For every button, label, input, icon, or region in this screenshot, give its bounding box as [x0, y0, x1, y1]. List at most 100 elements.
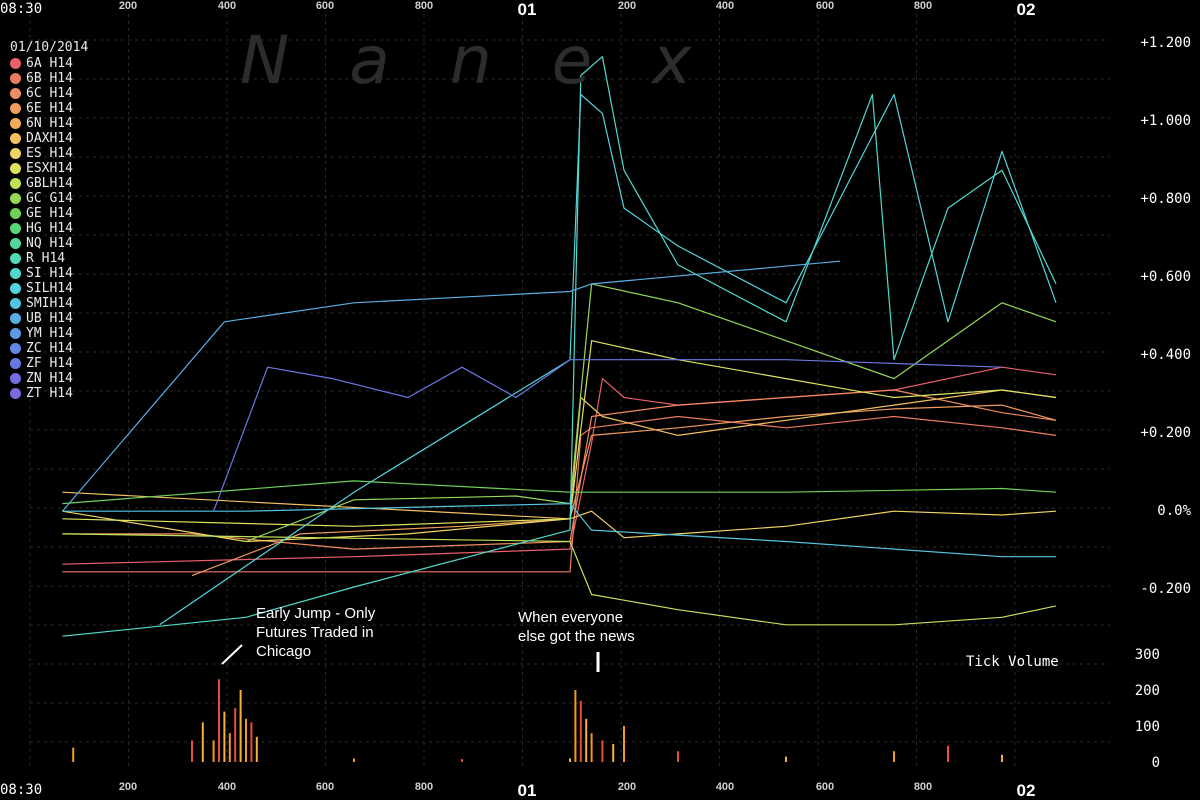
- legend-item: ESXH14: [10, 161, 88, 176]
- volume-tick-label: 200: [1135, 683, 1160, 699]
- series-line-ub-h14: [61, 260, 841, 512]
- legend-item: 6C H14: [10, 86, 88, 101]
- gridlines: [29, 14, 1110, 770]
- legend-label: UB H14: [26, 311, 73, 326]
- legend-item: 6E H14: [10, 101, 88, 116]
- legend-label: SMIH14: [26, 296, 73, 311]
- x-tick-label: 400: [716, 0, 734, 12]
- volume-bar: [623, 726, 625, 762]
- early-jump-line-2: Futures Traded in: [256, 624, 374, 641]
- y-tick-label: +0.800: [1140, 191, 1191, 207]
- early-jump-line-1: Early Jump - Only: [256, 605, 376, 622]
- series-line-6b-h14: [62, 415, 1057, 573]
- series-line-zf-h14: [213, 359, 1003, 512]
- legend-item: GE H14: [10, 206, 88, 221]
- volume-bar: [569, 758, 571, 762]
- volume-bar: [245, 718, 247, 762]
- legend-label: NQ H14: [26, 236, 73, 251]
- legend-item: SMIH14: [10, 296, 88, 311]
- volume-bar: [947, 745, 949, 762]
- series-line-esxh14: [62, 340, 1057, 527]
- legend-dot: [10, 313, 21, 324]
- legend-label: ZN H14: [26, 371, 73, 386]
- series-line-ge-h14: [62, 480, 1057, 505]
- legend-dot: [10, 118, 21, 129]
- volume-bar: [228, 733, 231, 762]
- legend-label: YM H14: [26, 326, 73, 341]
- volume-bar: [201, 722, 204, 762]
- series-line-6a-h14: [62, 366, 1057, 565]
- volume-bar: [574, 690, 577, 762]
- legend-label: HG H14: [26, 221, 73, 236]
- legend-dot: [10, 58, 21, 69]
- volume-bar: [612, 744, 615, 762]
- volume-bar: [585, 718, 588, 762]
- legend-label: 6C H14: [26, 86, 73, 101]
- legend-dot: [10, 238, 21, 249]
- news-line-1: When everyone: [518, 609, 624, 626]
- legend-item: 6B H14: [10, 71, 88, 86]
- legend-label: GBLH14: [26, 176, 73, 191]
- x-tick-label: 200: [119, 781, 137, 793]
- volume-tick-label: 0: [1152, 755, 1160, 771]
- legend-dot: [10, 178, 21, 189]
- legend-item: DAXH14: [10, 131, 88, 146]
- volume-bar: [223, 711, 226, 762]
- x-tick-label: 200: [119, 0, 137, 12]
- volume-bar: [785, 756, 787, 762]
- news-line-2: else got the news: [518, 628, 635, 645]
- legend-label: ESXH14: [26, 161, 73, 176]
- early-jump-annotation: Early Jump - Only Futures Traded in Chic…: [256, 604, 375, 661]
- x-tick-label: 01: [518, 781, 537, 800]
- x-tick-label: 200: [618, 781, 636, 793]
- legend-item: ZC H14: [10, 341, 88, 356]
- volume-bar: [234, 708, 237, 762]
- x-tick-label: 600: [816, 781, 834, 793]
- volume-tick-label: 100: [1135, 719, 1160, 735]
- legend-item: NQ H14: [10, 236, 88, 251]
- legend-dot: [10, 283, 21, 294]
- y-axis-price: +1.200 +1.000 +0.800 +0.600 +0.400 +0.200 0.0%…: [1140, 35, 1191, 597]
- y-tick-label: -0.200: [1140, 581, 1191, 597]
- y-tick-label: +1.000: [1140, 113, 1191, 129]
- legend-label: GE H14: [26, 206, 73, 221]
- legend-dot: [10, 268, 21, 279]
- volume-tick-label: 300: [1135, 647, 1160, 663]
- legend-item: 6A H14: [10, 56, 88, 71]
- volume-bar: [218, 679, 220, 762]
- legend-dot: [10, 328, 21, 339]
- legend-items: 6A H14 6B H14 6C H14 6E H14 6N H14 DAXH14 ES H…: [10, 56, 88, 401]
- y-tick-label: +1.200: [1140, 35, 1191, 51]
- legend-dot: [10, 358, 21, 369]
- series-line-si-h14: [62, 55, 1057, 637]
- annotation-pointers: [221, 644, 600, 672]
- legend-dot: [10, 253, 21, 264]
- nanex-watermark: Nanex: [240, 22, 752, 99]
- volume-bar: [72, 747, 75, 762]
- x-tick-label: 800: [914, 0, 932, 12]
- x-axis-bottom: 08:30 200 400 600 800 01 200 400 600 800 02: [0, 781, 1035, 800]
- series-line-gblh14: [62, 533, 1057, 626]
- legend-item: GC G14: [10, 191, 88, 206]
- x-tick-label: 400: [716, 781, 734, 793]
- legend-label: SILH14: [26, 281, 73, 296]
- legend-dot: [10, 343, 21, 354]
- y-axis-volume: 300 200 100 0: [1135, 647, 1160, 771]
- legend-item: HG H14: [10, 221, 88, 236]
- x-tick-label: 800: [415, 781, 433, 793]
- legend-label: ES H14: [26, 146, 73, 161]
- series-line-silh14: [159, 93, 1057, 626]
- x-tick-label: 400: [218, 0, 236, 12]
- x-tick-label-start: 08:30: [0, 1, 42, 17]
- volume-bar: [212, 740, 215, 762]
- legend-item: GBLH14: [10, 176, 88, 191]
- volume-bar: [461, 759, 463, 762]
- legend-item: R H14: [10, 251, 88, 266]
- news-annotation: When everyone else got the news: [518, 608, 635, 646]
- volume-bar: [677, 751, 679, 762]
- legend-dot: [10, 208, 21, 219]
- volume-bar: [255, 736, 258, 762]
- series-line-gc-g14: [245, 283, 1057, 543]
- legend-label: 6N H14: [26, 116, 73, 131]
- legend-label: ZT H14: [26, 386, 73, 401]
